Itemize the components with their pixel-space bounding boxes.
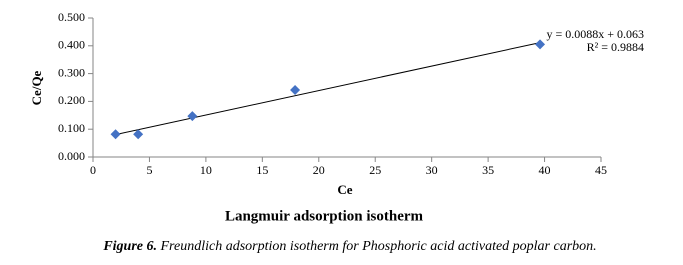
y-tick-label: 0.500	[58, 10, 85, 24]
x-tick-label: 10	[200, 163, 212, 177]
x-tick-label: 35	[482, 163, 494, 177]
y-tick-label: 0.400	[58, 38, 85, 52]
y-tick-label: 0.200	[58, 93, 85, 107]
x-tick-label: 0	[90, 163, 96, 177]
trendline	[115, 42, 541, 136]
y-tick-label: 0.100	[58, 121, 85, 135]
x-tick-label: 5	[146, 163, 152, 177]
point	[535, 39, 546, 50]
chart-title: Langmuir adsorption isotherm	[225, 208, 424, 224]
point	[290, 85, 301, 96]
point	[133, 129, 144, 140]
x-tick-label: 30	[426, 163, 438, 177]
annotation: y = 0.0088x + 0.063	[546, 27, 644, 41]
x-tick-label: 20	[313, 163, 325, 177]
annotation: R² = 0.9884	[587, 40, 644, 54]
caption-text: Freundlich adsorption isotherm for Phosp…	[160, 239, 597, 254]
y-axis-label: Ce/Qe	[29, 70, 44, 105]
x-axis-label: Ce	[337, 182, 352, 197]
y-tick-label: 0.000	[58, 149, 85, 163]
y-tick-label: 0.300	[58, 65, 85, 79]
point	[187, 111, 198, 122]
caption: Figure 6. Freundlich adsorption isotherm…	[102, 239, 596, 254]
x-tick-label: 25	[369, 163, 381, 177]
x-tick-label: 15	[256, 163, 268, 177]
point	[110, 129, 121, 140]
caption-label: Figure 6.	[102, 239, 157, 254]
x-tick-label: 45	[595, 163, 607, 177]
x-tick-label: 40	[539, 163, 551, 177]
